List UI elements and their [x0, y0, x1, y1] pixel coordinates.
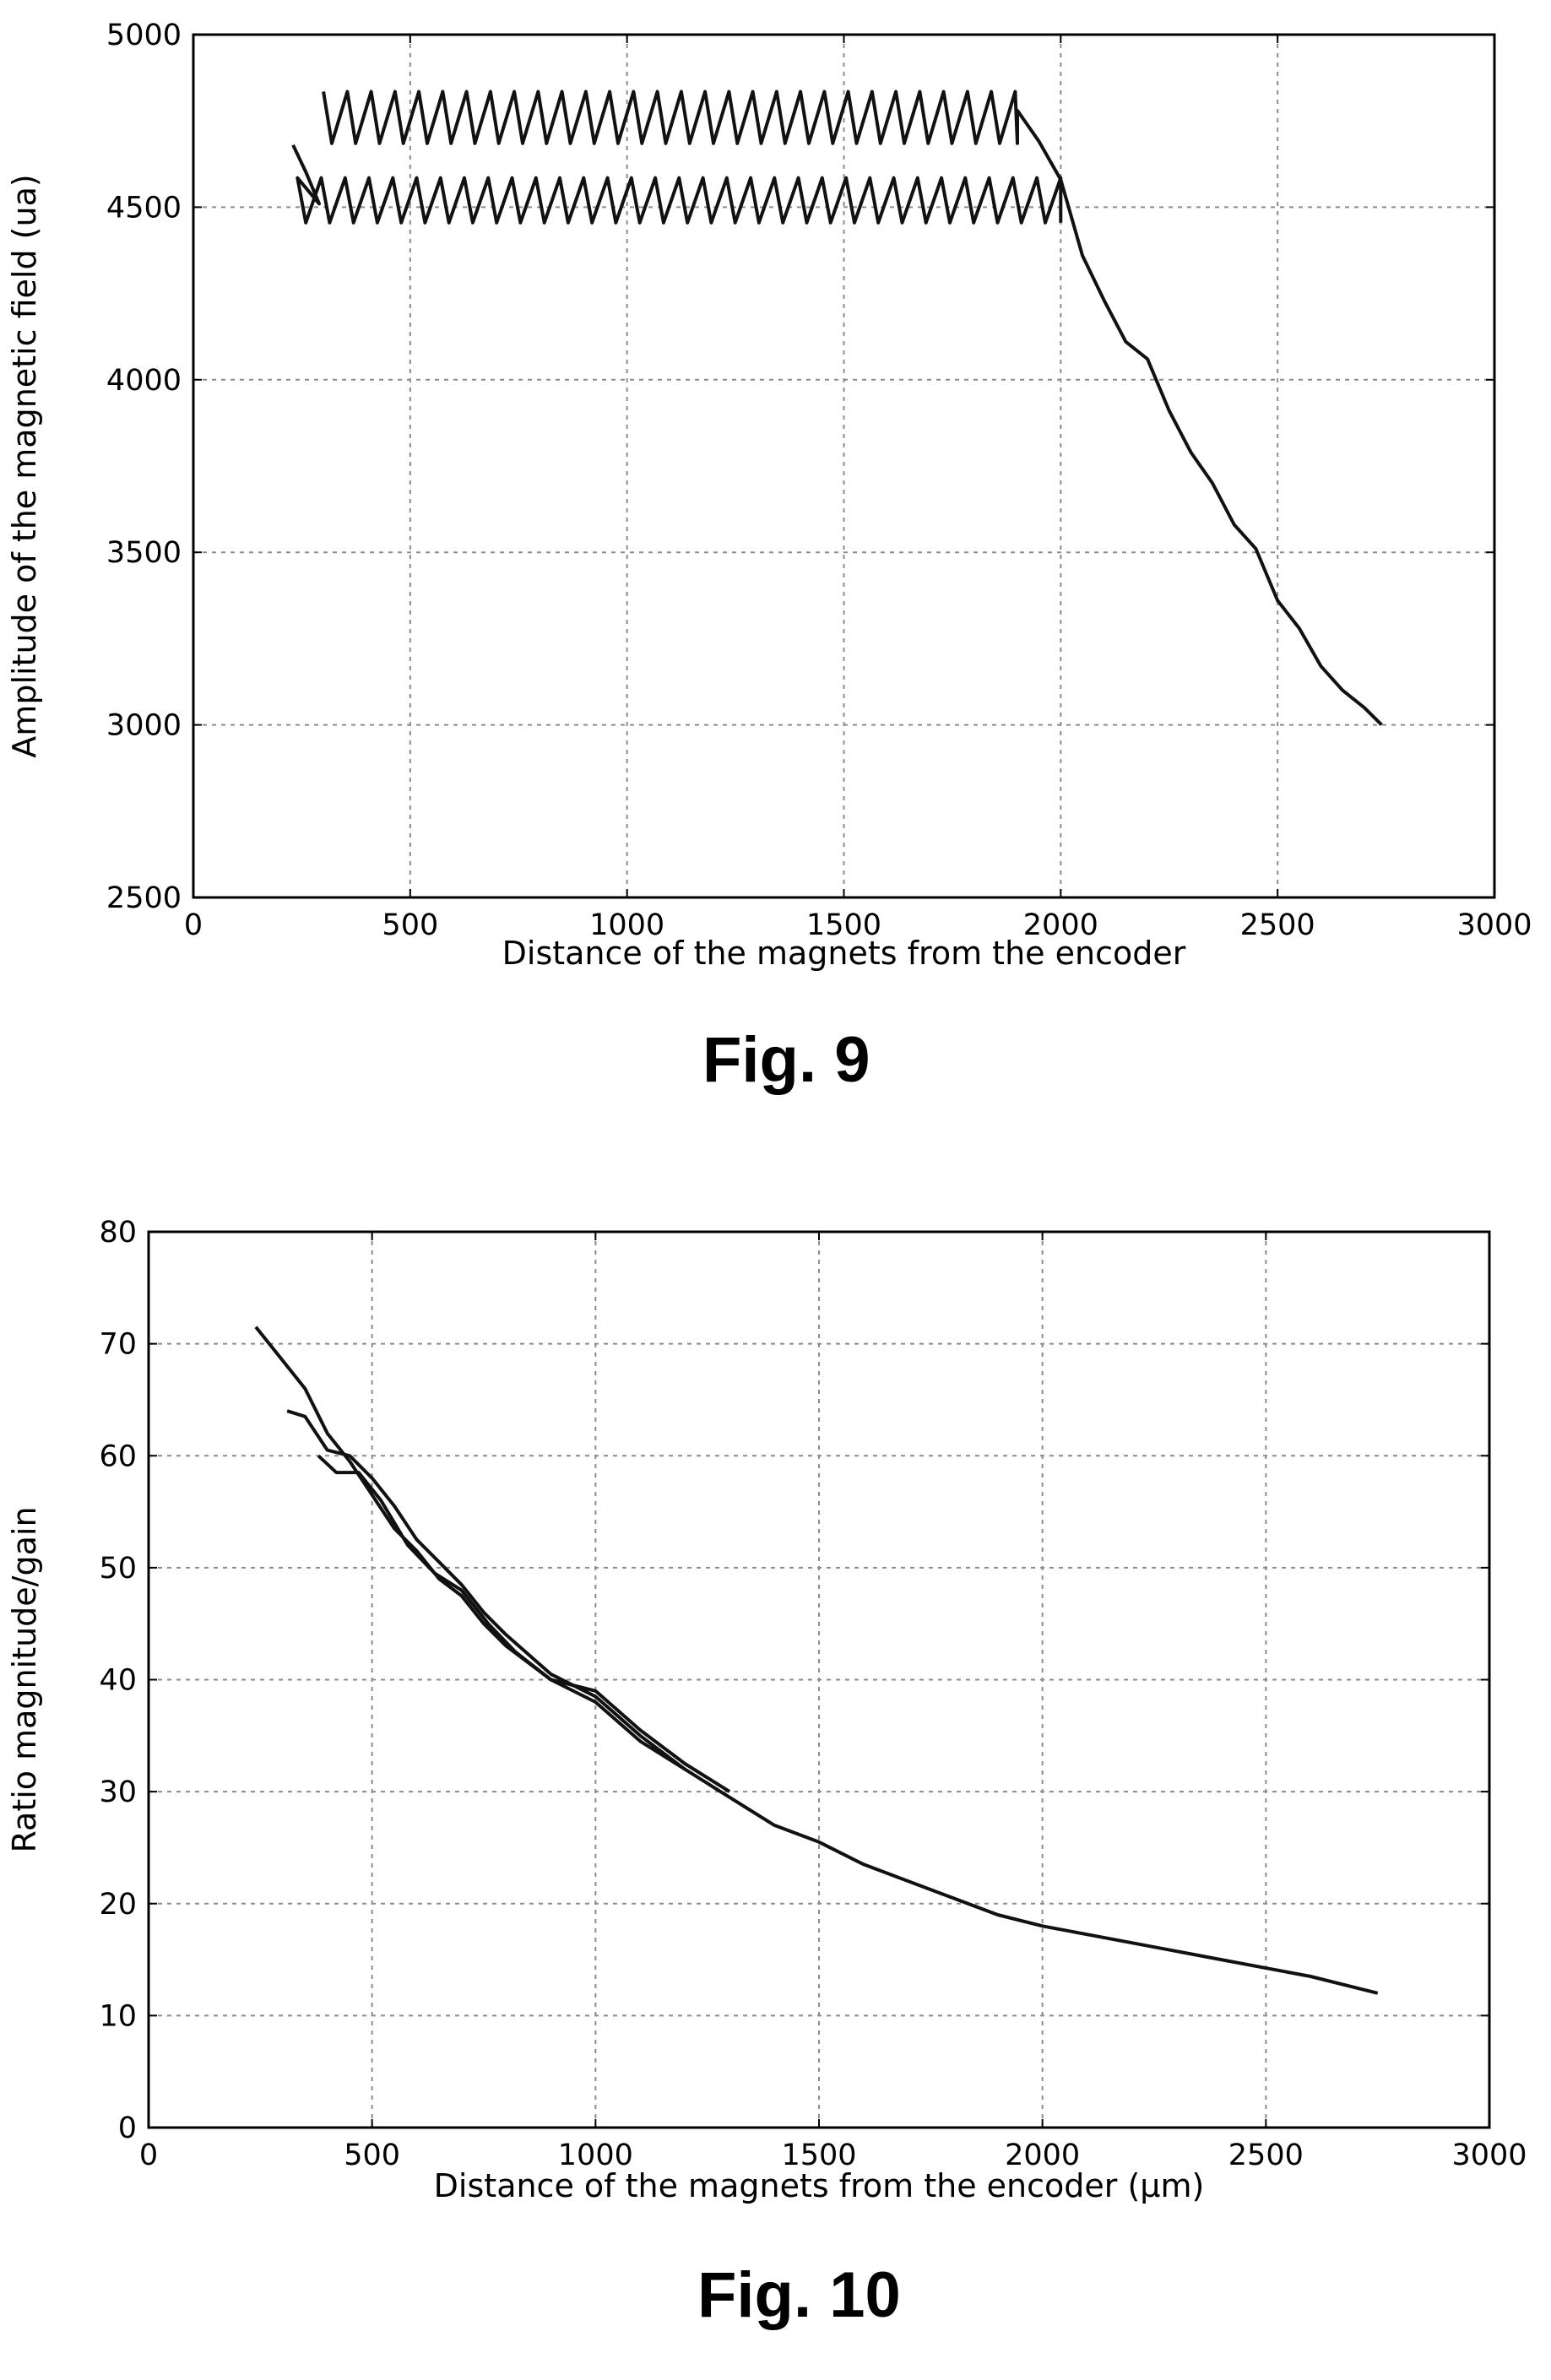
fig9-y-tick-label: 5000 — [106, 19, 182, 52]
fig9-x-tick-label: 1000 — [589, 908, 664, 942]
fig10-y-tick-label: 80 — [99, 1216, 137, 1250]
fig10-y-tick-label: 30 — [99, 1776, 137, 1809]
fig10-caption: Fig. 10 — [697, 2259, 901, 2331]
fig10-x-tick-label: 0 — [139, 2139, 158, 2172]
fig10-series-line-1 — [254, 1326, 1379, 1995]
fig9-x-tick-label: 0 — [184, 908, 203, 942]
fig10-chart: 0 500 1000 1500 2000 2500 3000 0 10 20 30 40 50 60 70 8… — [6, 1216, 1527, 2204]
fig9-chart: 0 500 1000 1500 2000 2500 3000 2500 3000 3500 4000… — [6, 19, 1532, 972]
fig9-series-line-2 — [291, 144, 1063, 225]
fig9-x-tick-label: 3000 — [1456, 908, 1532, 942]
fig9-caption: Fig. 9 — [702, 1024, 870, 1096]
fig9-x-tick-label: 500 — [382, 908, 438, 942]
fig9-x-tick-label: 2500 — [1240, 908, 1315, 942]
fig9-x-tick-label: 2000 — [1023, 908, 1098, 942]
fig10-x-tick-label: 2500 — [1228, 2139, 1304, 2172]
fig9-y-tick-label: 3500 — [106, 536, 182, 570]
fig9-series-line-1 — [322, 89, 1383, 727]
fig9-y-tick-label: 3000 — [106, 709, 182, 743]
fig10-series-line-2 — [286, 1409, 686, 1771]
fig10-y-tick-label: 70 — [99, 1328, 137, 1362]
fig10-x-tick-label: 500 — [344, 2139, 400, 2172]
fig9-y-tick-label: 4000 — [106, 364, 182, 398]
fig10-y-axis-title: Ratio magnitude/gain — [6, 1506, 43, 1852]
fig9-y-tick-label: 2500 — [106, 881, 182, 915]
fig9-y-axis-title: Amplitude of the magnetic field (ua) — [6, 174, 43, 757]
fig9-y-tick-label: 4500 — [106, 191, 182, 225]
fig10-y-tick-label: 60 — [99, 1439, 137, 1473]
fig10-series-line-3 — [317, 1454, 731, 1793]
fig10-x-tick-label: 2000 — [1005, 2139, 1080, 2172]
fig10-x-tick-label: 1500 — [781, 2139, 856, 2172]
fig10-x-tick-label: 1000 — [558, 2139, 633, 2172]
fig9-x-axis-title: Distance of the magnets from the encoder — [502, 935, 1186, 972]
fig10-y-tick-label: 20 — [99, 1888, 137, 1922]
fig10-y-tick-label: 10 — [99, 1999, 137, 2033]
fig9-x-tick-label: 1500 — [806, 908, 881, 942]
fig10-y-tick-label: 40 — [99, 1664, 137, 1698]
fig10-x-axis-title: Distance of the magnets from the encoder… — [434, 2167, 1205, 2204]
fig10-y-tick-label: 0 — [118, 2112, 137, 2145]
fig10-y-tick-label: 50 — [99, 1552, 137, 1586]
fig10-x-tick-label: 3000 — [1451, 2139, 1527, 2172]
